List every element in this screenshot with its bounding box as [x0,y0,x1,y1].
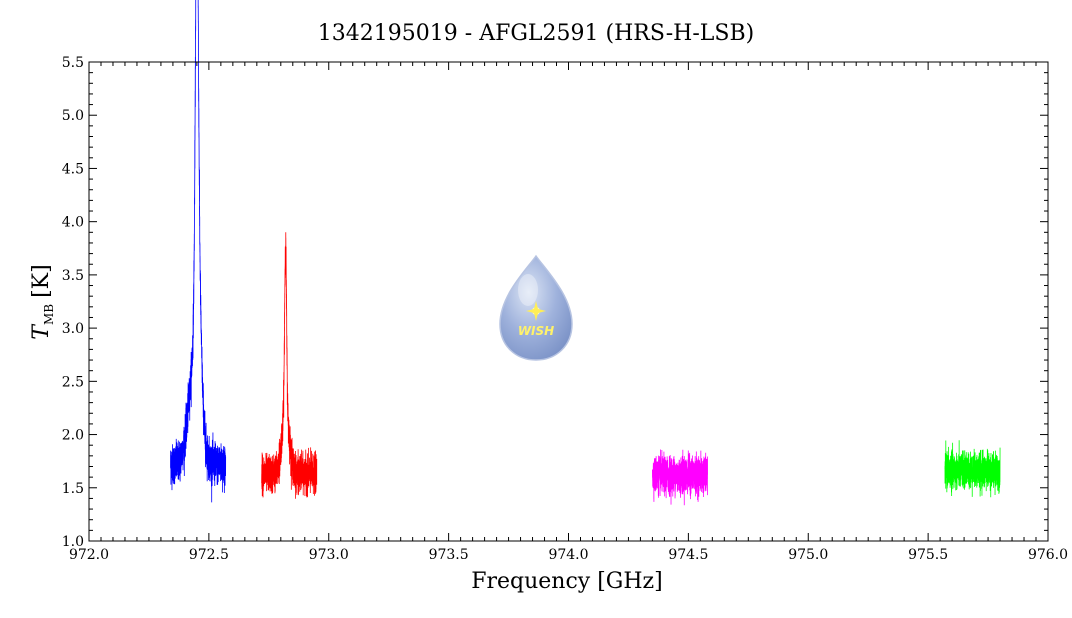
x-tick-label: 976.0 [1028,547,1068,563]
x-tick-label: 975.5 [908,547,948,563]
y-tick-label: 2.0 [62,428,84,444]
series-line-2 [261,232,318,499]
x-tick-label: 972.0 [69,547,109,563]
x-tick-label: 973.5 [429,547,469,563]
y-tick-label: 5.5 [62,55,84,71]
y-axis-title-sub: MB [42,304,56,325]
y-tick-label: 1.5 [62,481,84,497]
x-tick-label: 975.0 [788,547,828,563]
x-tick-label: 974.5 [668,547,708,563]
plot-area: 972.0 972.5 973.0 973.5 974.0 974.5 975.0 975.5… [62,0,1068,563]
series-line-3 [652,449,708,506]
y-tick-label: 2.5 [62,374,84,390]
y-tick-label: 4.5 [62,161,84,177]
series-line-1 [170,0,227,503]
x-tick-label: 973.0 [309,547,349,563]
x-tick-label: 972.5 [189,547,229,563]
wish-logo: WISH [499,254,573,361]
y-tick-label: 3.5 [62,268,84,284]
logo-text: WISH [518,324,554,338]
y-axis-title-main: T [29,323,54,340]
x-tick-label: 974.0 [548,547,588,563]
plot-frame [88,61,1049,542]
series-line-4 [944,440,1001,498]
y-tick-label: 4.0 [62,215,84,231]
svg-text:TMB[K]: TMB [K] [29,264,56,339]
y-tick-label: 1.0 [62,534,84,550]
star-icon [526,301,546,321]
x-axis-title: Frequency [GHz] [471,569,663,594]
series-layer [170,0,1001,506]
y-axis-title-unit: [K] [29,264,54,298]
chart-title: 1342195019 - AFGL2591 (HRS-H-LSB) [318,21,754,46]
y-axis-title: TMB [K] [29,264,56,339]
y-tick-label: 3.0 [62,321,84,337]
y-tick-label: 5.0 [62,108,84,124]
